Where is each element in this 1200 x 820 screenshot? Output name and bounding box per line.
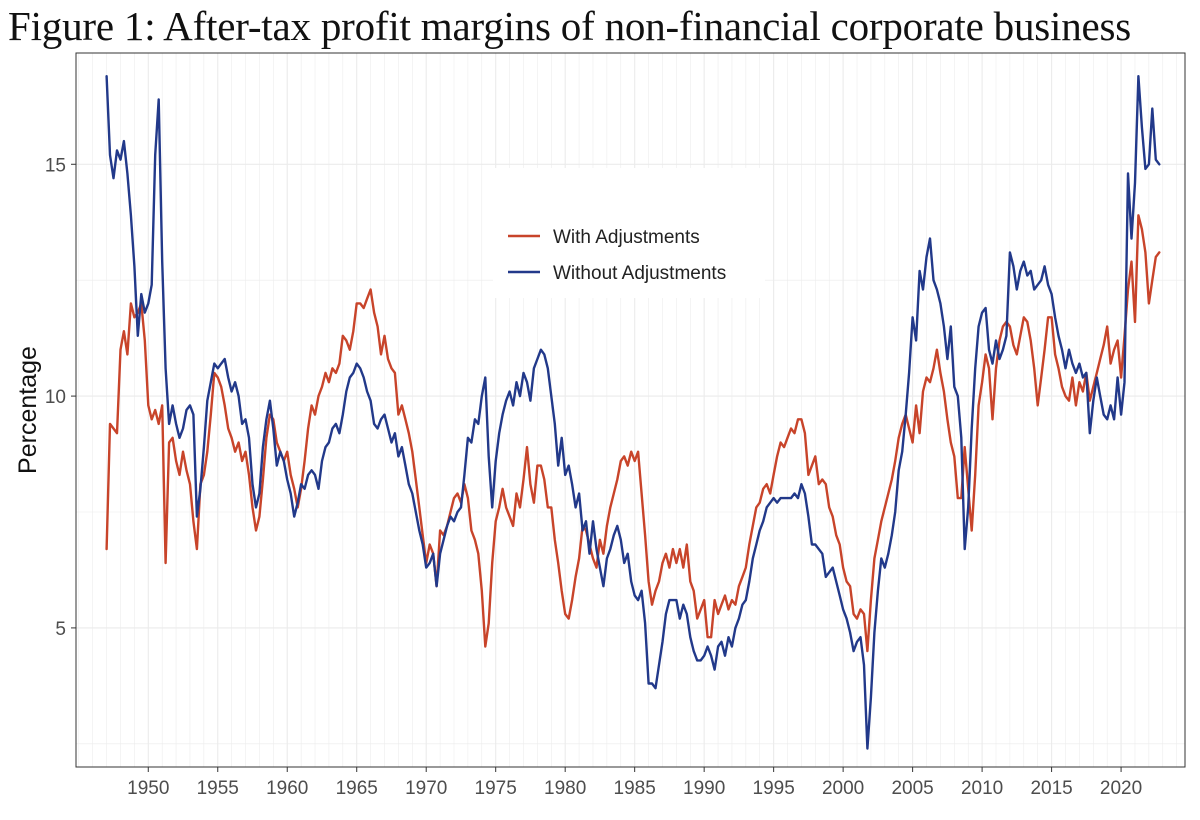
figure-title: Figure 1: After-tax profit margins of no… (8, 3, 1132, 49)
x-tick-label: 1980 (544, 778, 586, 799)
x-tick-label: 1950 (127, 778, 169, 799)
x-tick-label: 2020 (1100, 778, 1142, 799)
x-tick-label: 1970 (405, 778, 447, 799)
grid-lines (76, 53, 1185, 767)
legend-label-with-adjustments: With Adjustments (553, 227, 700, 248)
x-tick-label: 1995 (753, 778, 795, 799)
y-axis-title: Percentage (14, 346, 42, 474)
x-tick-label: 1955 (197, 778, 239, 799)
series-line-without-adjustments (105, 75, 1161, 750)
x-tick-label: 2000 (822, 778, 864, 799)
x-tick-label: 1960 (266, 778, 308, 799)
x-tick-label: 1985 (614, 778, 656, 799)
x-tick-label: 1975 (475, 778, 517, 799)
x-tick-label: 1990 (683, 778, 725, 799)
x-tick-label: 1965 (336, 778, 378, 799)
y-tick-label: 10 (45, 387, 66, 408)
y-tick-label: 5 (55, 619, 66, 640)
y-tick-label: 15 (45, 155, 66, 176)
legend (493, 168, 765, 298)
y-axis: 5 10 15 (45, 155, 76, 640)
x-tick-label: 2010 (961, 778, 1003, 799)
legend-label-without-adjustments: Without Adjustments (553, 263, 726, 284)
x-tick-label: 2015 (1030, 778, 1072, 799)
x-tick-label: 2005 (891, 778, 933, 799)
series-lines (105, 75, 1161, 750)
panel-border (75, 52, 1186, 768)
legend-entries: With Adjustments Without Adjustments (508, 227, 726, 284)
x-axis: 1950 1955 1960 1965 1970 1975 1980 1985 1990 1995… (127, 767, 1142, 799)
